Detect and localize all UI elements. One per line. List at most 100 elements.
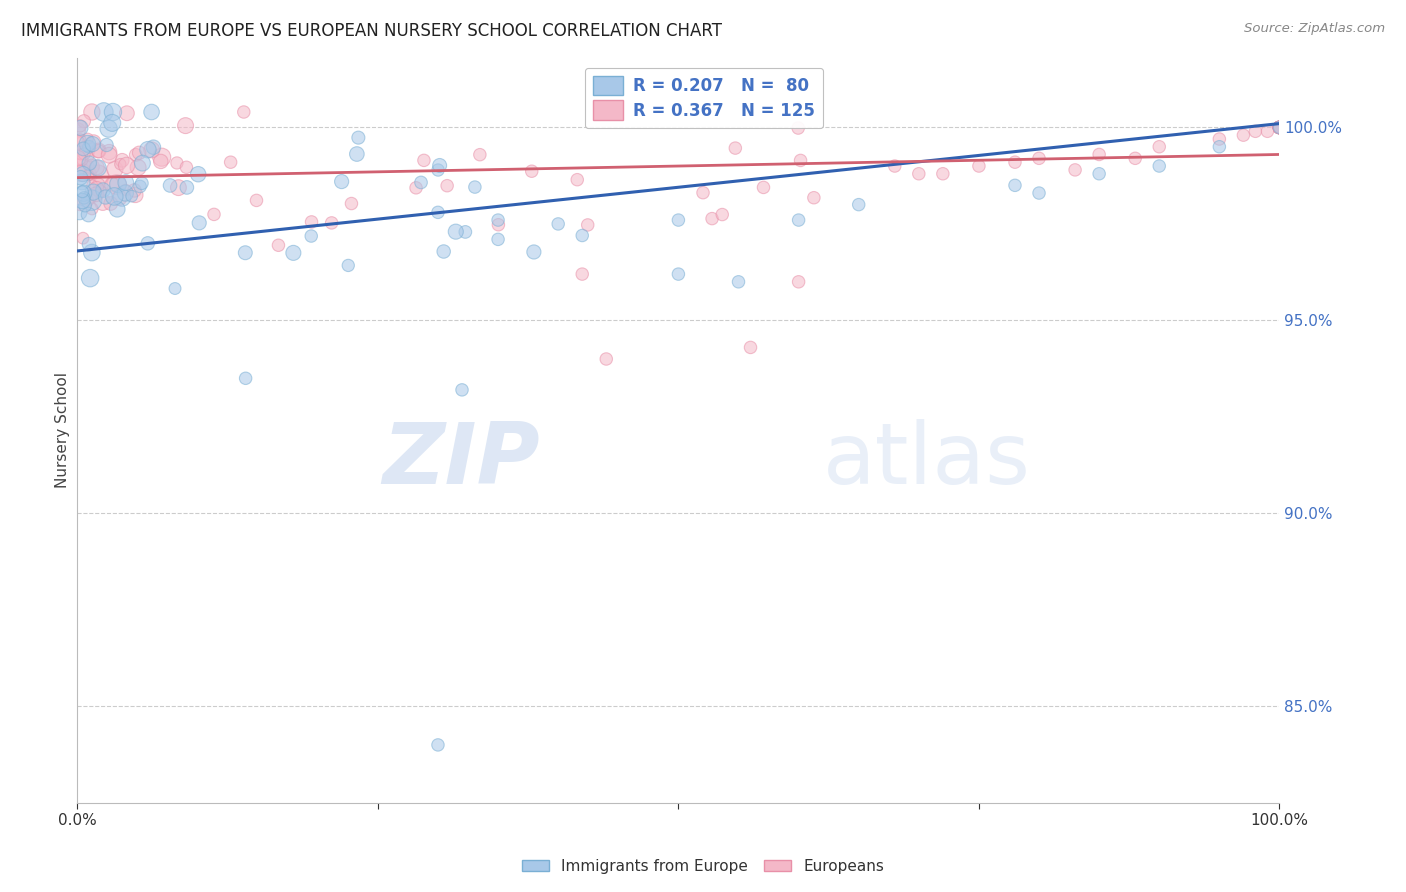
Point [97, 121, 120, 136]
Point [1268, 120, 1291, 135]
Point [202, 207, 225, 221]
Point [1268, 120, 1291, 135]
Point [101, 116, 124, 130]
Point [66, 151, 89, 165]
Point [787, 121, 810, 136]
Point [740, 340, 762, 354]
Point [486, 213, 509, 227]
Point [163, 281, 186, 295]
Point [80, 245, 103, 260]
Point [427, 163, 450, 178]
Point [464, 180, 486, 194]
Point [848, 197, 870, 211]
Point [72, 185, 94, 199]
Point [72, 142, 94, 156]
Point [337, 259, 360, 273]
Point [80, 202, 103, 216]
Point [1123, 151, 1146, 165]
Point [76, 194, 98, 208]
Point [150, 150, 173, 164]
Point [80, 105, 103, 120]
Point [142, 140, 165, 154]
Point [77, 237, 100, 252]
Point [571, 228, 593, 243]
Point [73, 186, 96, 201]
Point [77, 156, 100, 170]
Point [1268, 120, 1291, 135]
Point [1028, 151, 1050, 165]
Point [90, 184, 112, 198]
Point [668, 213, 690, 227]
Point [73, 191, 96, 205]
Point [176, 180, 198, 194]
Point [110, 157, 132, 171]
Point [82, 185, 104, 199]
Point [787, 275, 810, 289]
Point [115, 158, 138, 172]
Point [427, 738, 450, 752]
Point [932, 167, 955, 181]
Point [1268, 120, 1291, 135]
Y-axis label: Nursery School: Nursery School [55, 372, 70, 489]
Point [245, 194, 267, 208]
Point [87, 144, 110, 158]
Point [82, 137, 104, 152]
Text: atlas: atlas [823, 418, 1031, 501]
Point [692, 186, 714, 200]
Point [1149, 159, 1171, 173]
Point [1268, 120, 1291, 135]
Point [576, 218, 599, 232]
Point [69, 163, 91, 178]
Point [413, 153, 436, 168]
Point [129, 179, 152, 194]
Point [124, 183, 146, 197]
Point [111, 190, 134, 204]
Point [69, 119, 91, 133]
Point [1244, 124, 1267, 138]
Point [787, 213, 810, 227]
Point [1268, 120, 1291, 135]
Point [174, 119, 197, 133]
Point [523, 244, 546, 259]
Point [1208, 140, 1230, 154]
Point [69, 120, 91, 135]
Point [77, 139, 100, 153]
Point [340, 196, 363, 211]
Point [405, 181, 427, 195]
Point [321, 216, 343, 230]
Point [347, 130, 370, 145]
Point [84, 187, 107, 202]
Point [136, 143, 159, 157]
Point [70, 175, 93, 189]
Point [468, 147, 491, 161]
Point [567, 172, 589, 186]
Point [724, 141, 747, 155]
Point [235, 371, 257, 385]
Point [72, 167, 94, 181]
Point [141, 143, 163, 157]
Point [80, 160, 103, 174]
Point [700, 211, 723, 226]
Point [346, 147, 368, 161]
Point [1256, 124, 1278, 138]
Point [77, 168, 100, 182]
Point [73, 114, 96, 128]
Point [77, 159, 100, 173]
Point [908, 167, 931, 181]
Point [1268, 120, 1291, 135]
Point [73, 147, 96, 161]
Point [1268, 120, 1291, 135]
Point [111, 153, 134, 168]
Point [711, 208, 734, 222]
Point [1268, 120, 1291, 135]
Point [124, 188, 146, 202]
Point [86, 161, 108, 175]
Point [66, 123, 89, 137]
Point [429, 158, 451, 172]
Legend: R = 0.207   N =  80, R = 0.367   N = 125: R = 0.207 N = 80, R = 0.367 N = 125 [585, 68, 823, 128]
Point [1028, 186, 1050, 200]
Point [114, 183, 136, 197]
Point [69, 133, 91, 147]
Point [330, 175, 353, 189]
Point [444, 225, 467, 239]
